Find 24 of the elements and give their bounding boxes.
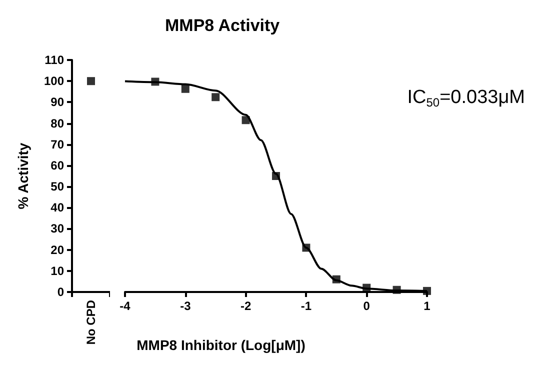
y-tick-label: 10: [50, 264, 64, 278]
x-tick-label: No CPD: [84, 300, 98, 345]
x-tick-label: -2: [240, 299, 252, 313]
y-tick-label: 110: [44, 53, 64, 67]
y-tick-label: 90: [50, 95, 64, 110]
point: [212, 93, 220, 102]
x-tick-label: -4: [120, 299, 131, 313]
chart-title: MMP8 Activity: [165, 16, 280, 35]
y-tick-label: 50: [50, 180, 64, 194]
x-tick-label: 1: [424, 299, 431, 313]
x-tick-label: -1: [300, 299, 312, 313]
y-tick-label: 0: [57, 285, 64, 299]
y-tick-label: 40: [50, 200, 64, 215]
y-tick-label: 70: [50, 137, 64, 152]
y-tick-label: 20: [50, 242, 64, 257]
y-tick-label: 80: [50, 116, 64, 130]
y-tick-label: 60: [50, 158, 64, 172]
y-tick-label: 100: [44, 74, 64, 88]
x-tick-label: 0: [363, 299, 370, 313]
x-tick-label: -3: [180, 299, 192, 313]
x-axis-title: MMP8 Inhibitor (Log[μM]): [136, 337, 306, 353]
point: [181, 84, 190, 93]
y-axis-title: % Activity: [15, 142, 31, 210]
y-tick-label: 30: [50, 222, 64, 236]
